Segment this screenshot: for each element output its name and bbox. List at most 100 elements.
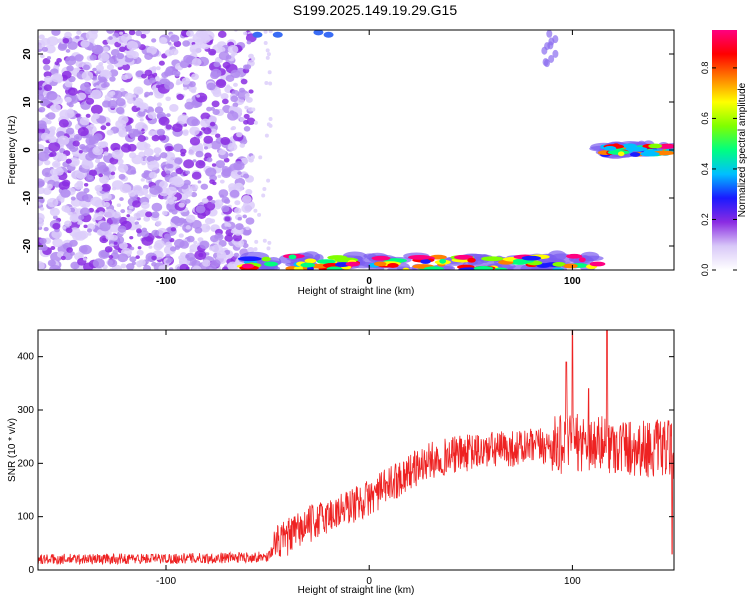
heatmap-cell xyxy=(221,98,229,105)
colorbar-tick-label: 0.8 xyxy=(700,62,710,75)
heatmap-cell xyxy=(195,160,206,169)
heatmap-y-axis-label: Frequency (Hz) xyxy=(7,116,18,185)
heatmap-cell xyxy=(250,155,255,160)
heatmap-cell xyxy=(169,104,179,112)
heatmap-cell xyxy=(136,249,144,256)
heatmap-cell xyxy=(153,147,162,154)
heatmap-cell xyxy=(167,41,172,45)
heatmap-cell xyxy=(423,266,445,270)
heatmap-y-tick-label: 20 xyxy=(22,48,33,60)
heatmap-cell xyxy=(246,40,252,45)
heatmap-cell xyxy=(60,189,71,198)
heatmap-cell xyxy=(204,217,213,225)
heatmap-cell xyxy=(253,208,258,213)
heatmap-cell xyxy=(253,247,258,252)
heatmap-cell xyxy=(48,153,54,158)
heatmap-cell xyxy=(166,113,171,118)
heatmap-cell xyxy=(237,171,242,175)
heatmap-cell xyxy=(149,185,161,195)
heatmap-cell xyxy=(106,30,115,34)
heatmap-cell xyxy=(66,247,73,253)
heatmap-cell xyxy=(212,89,222,98)
heatmap-cell xyxy=(94,158,101,164)
heatmap-cell xyxy=(244,93,250,98)
heatmap-cell xyxy=(467,257,476,263)
heatmap-cell xyxy=(211,200,216,204)
heatmap-cell xyxy=(118,46,126,53)
heatmap-cell xyxy=(186,116,199,127)
heatmap-cell xyxy=(210,259,221,268)
heatmap-cell xyxy=(199,223,211,233)
heatmap-cell xyxy=(244,64,252,70)
heatmap-x-tick-label: 0 xyxy=(366,276,372,287)
heatmap-cell xyxy=(470,260,499,268)
heatmap-cell xyxy=(65,227,73,234)
heatmap-cell xyxy=(219,179,225,184)
chart-title: S199.2025.149.19.29.G15 xyxy=(292,2,458,18)
heatmap-cell xyxy=(174,157,183,165)
line-x-tick-label: 0 xyxy=(366,576,372,587)
heatmap-cell xyxy=(218,51,230,61)
heatmap-cell xyxy=(138,259,146,266)
heatmap-cell xyxy=(57,153,68,162)
heatmap-y-tick-label: -20 xyxy=(22,238,33,253)
heatmap-cell xyxy=(197,180,202,184)
heatmap-cell xyxy=(43,227,49,232)
colorbar xyxy=(712,30,737,270)
heatmap-cell xyxy=(52,222,61,230)
heatmap-cell xyxy=(494,267,508,270)
heatmap-cell xyxy=(371,255,391,261)
heatmap-cell xyxy=(159,152,168,159)
heatmap-cell xyxy=(313,30,324,36)
heatmap-cell xyxy=(323,31,334,38)
heatmap-cell xyxy=(78,150,83,154)
heatmap-cell xyxy=(38,127,46,134)
heatmap-cell xyxy=(247,246,255,254)
heatmap-cell xyxy=(160,37,168,44)
heatmap-cell xyxy=(175,167,184,175)
heatmap-cell xyxy=(140,178,145,182)
heatmap-cell xyxy=(238,87,246,93)
line-y-tick-label: 100 xyxy=(17,512,34,523)
heatmap-cell xyxy=(190,191,198,198)
heatmap-cell xyxy=(39,237,47,245)
heatmap-cell xyxy=(171,216,181,224)
heatmap-cell xyxy=(122,63,131,71)
heatmap-cell xyxy=(239,143,245,148)
heatmap-cell xyxy=(210,227,216,232)
heatmap-cell xyxy=(46,36,59,46)
heatmap-cell xyxy=(199,240,210,249)
heatmap-cell xyxy=(165,259,171,264)
heatmap-cell xyxy=(148,245,153,249)
heatmap-cell xyxy=(207,119,212,123)
heatmap-cell xyxy=(151,134,160,142)
heatmap-cell xyxy=(83,224,88,229)
heatmap-cell xyxy=(109,76,116,82)
heatmap-cell xyxy=(46,197,59,208)
heatmap-cell xyxy=(246,117,256,125)
heatmap-cell xyxy=(116,35,127,44)
heatmap-cell xyxy=(334,257,351,263)
heatmap-cell xyxy=(212,181,217,186)
heatmap-cell xyxy=(116,203,122,208)
heatmap-cell xyxy=(38,106,46,113)
heatmap-cell xyxy=(79,117,90,126)
heatmap-cell xyxy=(237,256,262,262)
colorbar-label: Normalized spectral amplitude xyxy=(737,82,748,217)
heatmap-cell xyxy=(98,211,105,217)
heatmap-cell xyxy=(578,257,586,263)
colorbar-tick-label: 0.0 xyxy=(700,264,710,277)
heatmap-cell xyxy=(135,255,140,260)
heatmap-cell xyxy=(101,83,107,89)
heatmap-cell xyxy=(85,136,96,146)
heatmap-cell xyxy=(65,158,72,164)
heatmap-y-tick-label: 10 xyxy=(22,96,33,108)
heatmap-cell xyxy=(288,254,297,260)
heatmap-cell xyxy=(129,246,135,251)
heatmap-cell xyxy=(165,241,172,248)
heatmap-cell xyxy=(185,214,196,223)
heatmap-cell xyxy=(251,56,256,61)
heatmap-cell xyxy=(268,123,273,128)
line-chart-frame xyxy=(37,329,675,571)
heatmap-cell xyxy=(91,76,98,81)
